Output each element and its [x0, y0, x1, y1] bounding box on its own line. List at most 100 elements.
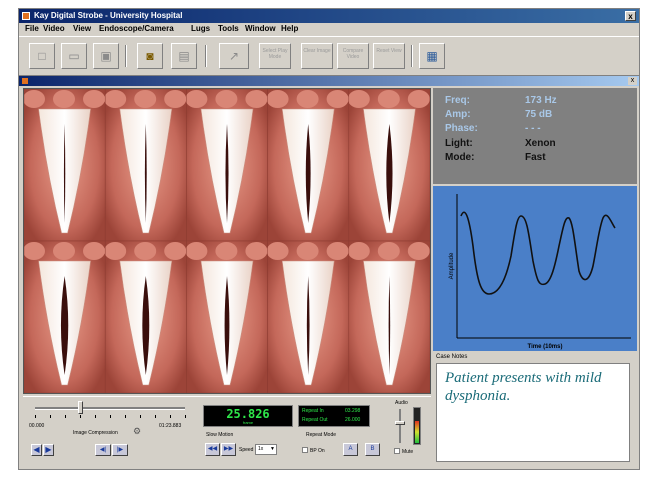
video-frame-grid[interactable]	[23, 88, 431, 394]
position-slider-thumb[interactable]	[78, 401, 83, 414]
slider-tick	[50, 415, 51, 418]
compare-video-button[interactable]: Compare Video	[337, 43, 369, 69]
video-frame	[24, 240, 106, 393]
y-axis-label: Amplitude	[449, 252, 455, 279]
timecode-sub: frame	[242, 420, 254, 425]
freq-label: Freq:	[445, 95, 470, 106]
phase-value: - - -	[525, 123, 541, 134]
open-folder-icon: ▭	[68, 49, 80, 63]
close-window-button[interactable]: x	[625, 11, 636, 21]
title-bar: Kay Digital Strobe - University Hospital…	[19, 9, 639, 23]
reset-view-button[interactable]: Reset View	[373, 43, 405, 69]
position-slider-track[interactable]	[35, 407, 185, 410]
light-value: Xenon	[525, 138, 556, 149]
video-frame	[266, 240, 350, 393]
x-axis-label: Time (10ms)	[528, 344, 563, 350]
speed-select-value: 1x	[258, 446, 264, 452]
menu-endoscope-camera[interactable]: Endoscope/Camera	[99, 24, 174, 33]
audio-level-fill	[415, 420, 419, 443]
amp-value: 75 dB	[525, 109, 553, 120]
frame-back-button[interactable]: ◀|	[95, 444, 111, 456]
video-frame	[24, 89, 106, 242]
print-button[interactable]: ▤	[171, 43, 197, 69]
speed-label: Speed	[239, 447, 254, 453]
slider-ticks	[35, 415, 186, 418]
slider-tick	[185, 415, 186, 418]
slider-tick	[140, 415, 141, 418]
speed-select[interactable]: 1x ▼	[255, 444, 277, 455]
repeat-display: Repeat In 03.298 Repeat Out 26.000	[298, 405, 370, 427]
camera-button[interactable]: ◙	[137, 43, 163, 69]
save-button[interactable]: ▣	[93, 43, 119, 69]
light-label: Light:	[445, 138, 473, 149]
new-document-icon: □	[38, 49, 46, 63]
measurement-panel: Freq: 173 Hz Amp: 75 dB Phase: - - - Lig…	[433, 88, 637, 184]
video-frame	[266, 89, 350, 242]
menu-window[interactable]: Window	[245, 24, 276, 33]
child-window-icon	[22, 78, 28, 84]
menu-tools[interactable]: Tools	[218, 24, 239, 33]
slider-tick	[110, 415, 111, 418]
mode-value: Fast	[525, 152, 546, 163]
toolbar-separator	[125, 45, 127, 67]
open-button[interactable]: ▭	[61, 43, 87, 69]
export-button[interactable]: ↗	[219, 43, 249, 69]
status-bar	[19, 463, 639, 469]
bp-on-label: BP On	[310, 448, 325, 454]
repeat-out-value: 26.000	[345, 417, 361, 423]
save-disk-icon: ▣	[100, 49, 112, 63]
menu-video[interactable]: Video	[43, 24, 65, 33]
freq-value: 173 Hz	[525, 95, 557, 106]
case-notes-textarea[interactable]: Patient presents with mild dysphonia.	[436, 363, 630, 462]
slider-tick	[65, 415, 66, 418]
slow-rewind-button[interactable]: ◀◀	[205, 443, 220, 456]
menu-bar: File Video View Endoscope/Camera Lugs To…	[19, 23, 639, 35]
export-icon: ↗	[228, 49, 240, 63]
case-notes-label: Case Notes	[436, 354, 468, 360]
volume-slider-track[interactable]	[399, 409, 401, 443]
menu-view[interactable]: View	[73, 24, 92, 33]
frame-forward-button[interactable]: |▶	[112, 444, 128, 456]
clear-image-button[interactable]: Clear Image	[301, 43, 333, 69]
child-close-button[interactable]: x	[628, 77, 637, 85]
time-start-label: 00.000	[29, 423, 45, 429]
video-frame	[104, 240, 187, 393]
repeat-in-value: 03.298	[345, 408, 361, 414]
waveform-svg: Amplitude Time (10ms)	[449, 194, 631, 350]
toolbar-separator	[411, 45, 413, 67]
window-title: Kay Digital Strobe - University Hospital	[34, 11, 183, 20]
window-layout-icon: ▦	[426, 49, 438, 63]
repeat-b-button[interactable]: B	[365, 443, 380, 456]
slow-motion-label: Slow Motion	[206, 432, 234, 438]
slow-forward-button[interactable]: ▶▶	[221, 443, 236, 456]
mute-label: Mute	[402, 449, 414, 455]
playback-controls: 00.000 01:23.883 Image Compression ⚙ ◀ ▶…	[23, 396, 431, 463]
video-frame	[185, 240, 268, 393]
bp-on-checkbox[interactable]	[302, 447, 308, 453]
mode-label: Mode:	[445, 152, 475, 163]
app-icon	[22, 12, 30, 20]
repeat-a-button[interactable]: A	[343, 443, 358, 456]
image-compression-label: Image Compression	[73, 430, 118, 436]
phase-label: Phase:	[445, 123, 478, 134]
new-button[interactable]: □	[29, 43, 55, 69]
menu-lugs[interactable]: Lugs	[191, 24, 211, 33]
repeat-in-label: Repeat In	[302, 408, 324, 414]
window-layout-button[interactable]: ▦	[419, 43, 445, 69]
mute-checkbox[interactable]	[394, 448, 400, 454]
waveform-line	[460, 211, 616, 295]
strobe-frames	[24, 89, 430, 393]
video-frame	[347, 240, 430, 393]
menu-file[interactable]: File	[25, 24, 39, 33]
select-play-mode-button[interactable]: Select Play Mode	[259, 43, 291, 69]
menu-help[interactable]: Help	[281, 24, 299, 33]
waveform-graph: Amplitude Time (10ms)	[433, 186, 637, 351]
volume-slider-thumb[interactable]	[395, 421, 405, 425]
step-back-button[interactable]: ◀	[31, 444, 42, 456]
slider-tick	[170, 415, 171, 418]
time-end-label: 01:23.883	[159, 423, 182, 429]
play-button[interactable]: ▶	[43, 444, 54, 456]
slider-tick	[80, 415, 81, 418]
timecode-display: 25.826 frame	[203, 405, 293, 427]
compression-icon: ⚙	[133, 426, 142, 436]
